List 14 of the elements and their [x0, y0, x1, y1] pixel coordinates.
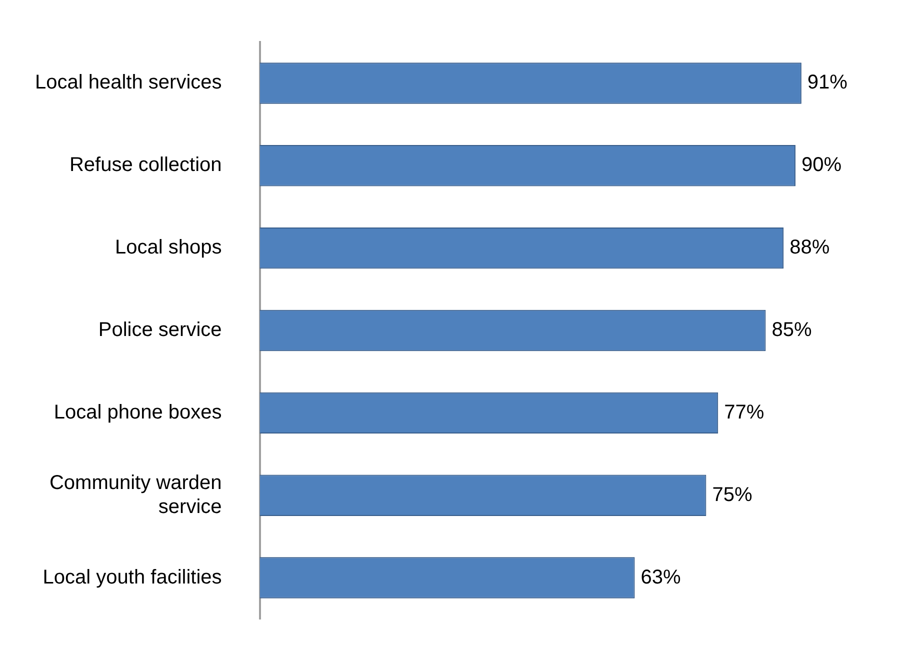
- data-label: 91%: [807, 72, 848, 94]
- data-label: 63%: [640, 566, 682, 588]
- y-tick-label: Local youth facilities: [42, 566, 222, 588]
- data-label: 85%: [772, 319, 812, 342]
- y-tick-label: Local phone boxes: [54, 401, 222, 424]
- y-tick-label: Local shops: [115, 236, 222, 259]
- data-label: 77%: [724, 401, 764, 424]
- y-tick-label: Community warden service: [49, 472, 222, 518]
- data-label: 75%: [712, 484, 752, 506]
- y-tick-label: Local health services: [34, 72, 222, 94]
- y-tick-label: Refuse collection: [69, 154, 222, 176]
- data-label: 88%: [790, 236, 830, 259]
- y-tick-label: Police service: [98, 319, 222, 342]
- data-label: 90%: [801, 154, 842, 176]
